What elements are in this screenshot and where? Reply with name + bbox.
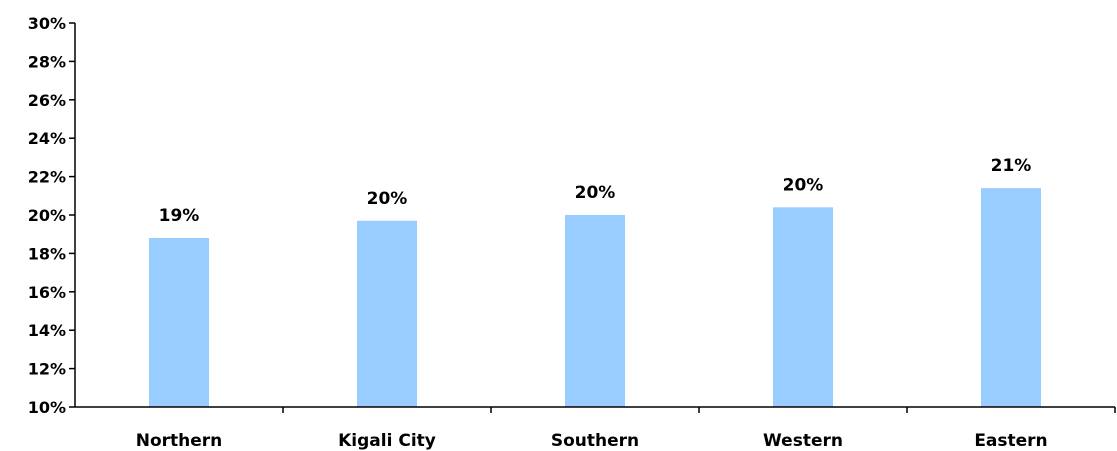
bar	[149, 238, 209, 407]
y-tick-label: 20%	[28, 206, 66, 225]
data-label: 21%	[991, 156, 1032, 176]
bar	[773, 207, 833, 407]
x-tick-label: Kigali City	[338, 431, 436, 451]
x-tick-label: Eastern	[974, 431, 1047, 451]
y-tick-label: 16%	[28, 283, 66, 302]
y-tick-label: 24%	[28, 129, 66, 148]
bar	[565, 215, 625, 407]
data-label: 19%	[159, 206, 200, 226]
x-axis-ticks: Northern Kigali City Southern Western Easter…	[136, 407, 1116, 451]
bars	[149, 188, 1041, 407]
data-label: 20%	[575, 183, 616, 203]
bar	[981, 188, 1041, 407]
y-tick-label: 30%	[28, 14, 66, 33]
y-tick-label: 10%	[28, 398, 66, 417]
y-tick-label: 28%	[28, 52, 66, 71]
x-tick-label: Western	[763, 431, 843, 451]
y-tick-label: 14%	[28, 321, 66, 340]
y-tick-label: 22%	[28, 168, 66, 187]
y-tick-label: 26%	[28, 91, 66, 110]
bar	[357, 220, 417, 407]
y-tick-label: 12%	[28, 360, 66, 379]
data-label: 20%	[783, 175, 824, 195]
data-label: 20%	[367, 189, 408, 209]
y-axis-ticks: 10% 12% 14% 16% 18% 20% 22% 24% 26% 28% 30%	[28, 14, 75, 417]
data-labels: 19% 20% 20% 20% 21%	[159, 156, 1032, 226]
y-tick-label: 18%	[28, 244, 66, 263]
x-tick-label: Northern	[136, 431, 223, 451]
x-tick-label: Southern	[551, 431, 639, 451]
